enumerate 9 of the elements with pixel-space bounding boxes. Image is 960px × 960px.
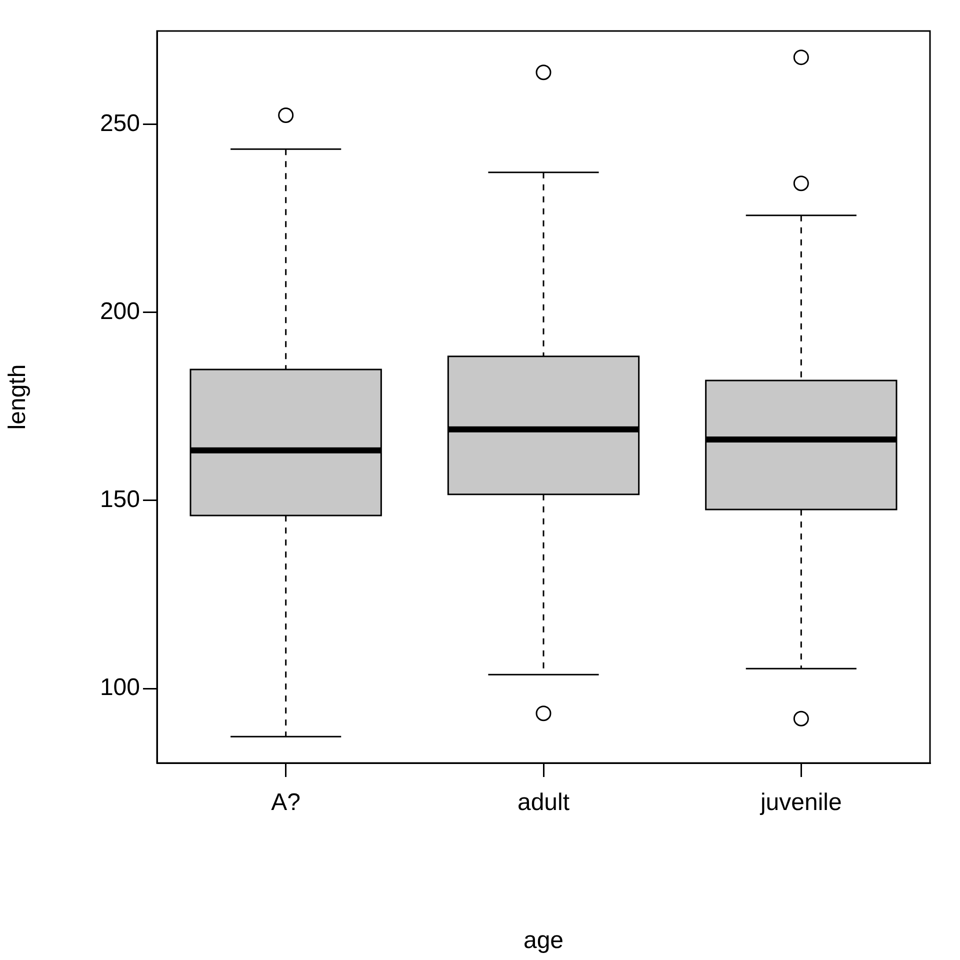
x-axis-title: age [523, 927, 564, 954]
x-tick-label: A? [271, 789, 301, 816]
y-tick-label: 200 [100, 298, 140, 325]
y-tick-label: 250 [100, 110, 140, 137]
x-tick-label: adult [517, 789, 570, 816]
y-tick-label: 100 [100, 674, 140, 702]
y-axis-title: length [4, 364, 32, 430]
x-tick-label: juvenile [759, 789, 842, 816]
y-tick-label: 150 [100, 486, 140, 514]
